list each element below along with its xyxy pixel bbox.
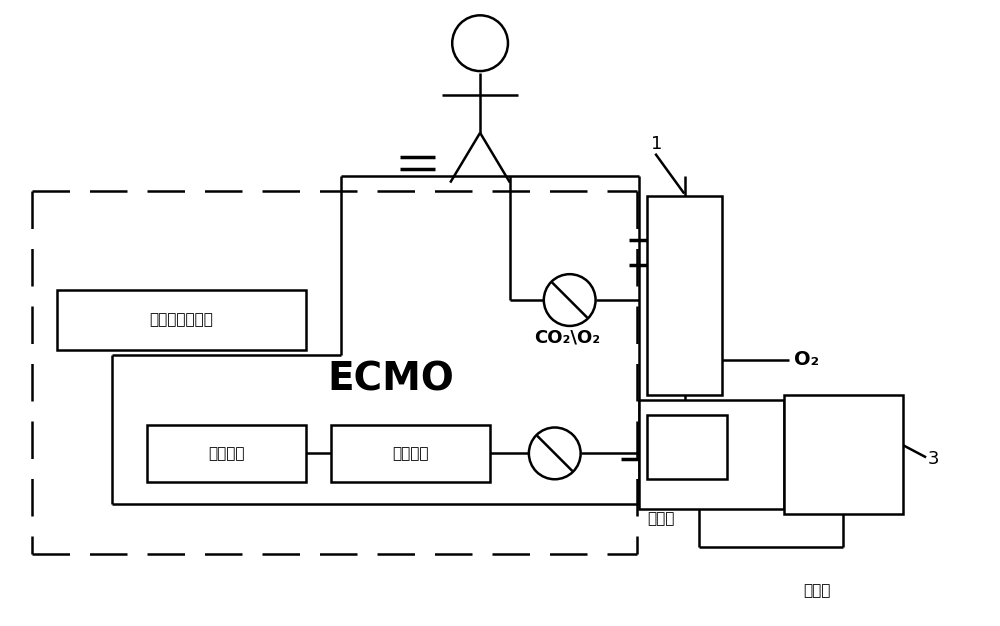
Bar: [647, 414, 727, 480]
Text: O₂: O₂: [794, 351, 819, 369]
Text: 血压监测: 血压监测: [208, 446, 244, 461]
Bar: [784, 394, 903, 514]
Bar: [147, 424, 306, 482]
Text: 热水进: 热水进: [804, 583, 831, 598]
Text: CO₂\O₂: CO₂\O₂: [534, 329, 600, 347]
Text: 空气监测: 空气监测: [392, 446, 429, 461]
Text: 1: 1: [651, 135, 663, 153]
Bar: [331, 424, 490, 482]
Text: 3: 3: [928, 450, 940, 468]
Bar: [639, 399, 784, 509]
Bar: [647, 195, 722, 394]
Text: 热水出: 热水出: [647, 511, 675, 526]
Bar: [57, 290, 306, 350]
Text: 血氧饱和度检测: 血氧饱和度检测: [149, 312, 213, 327]
Text: ECMO: ECMO: [327, 361, 454, 399]
